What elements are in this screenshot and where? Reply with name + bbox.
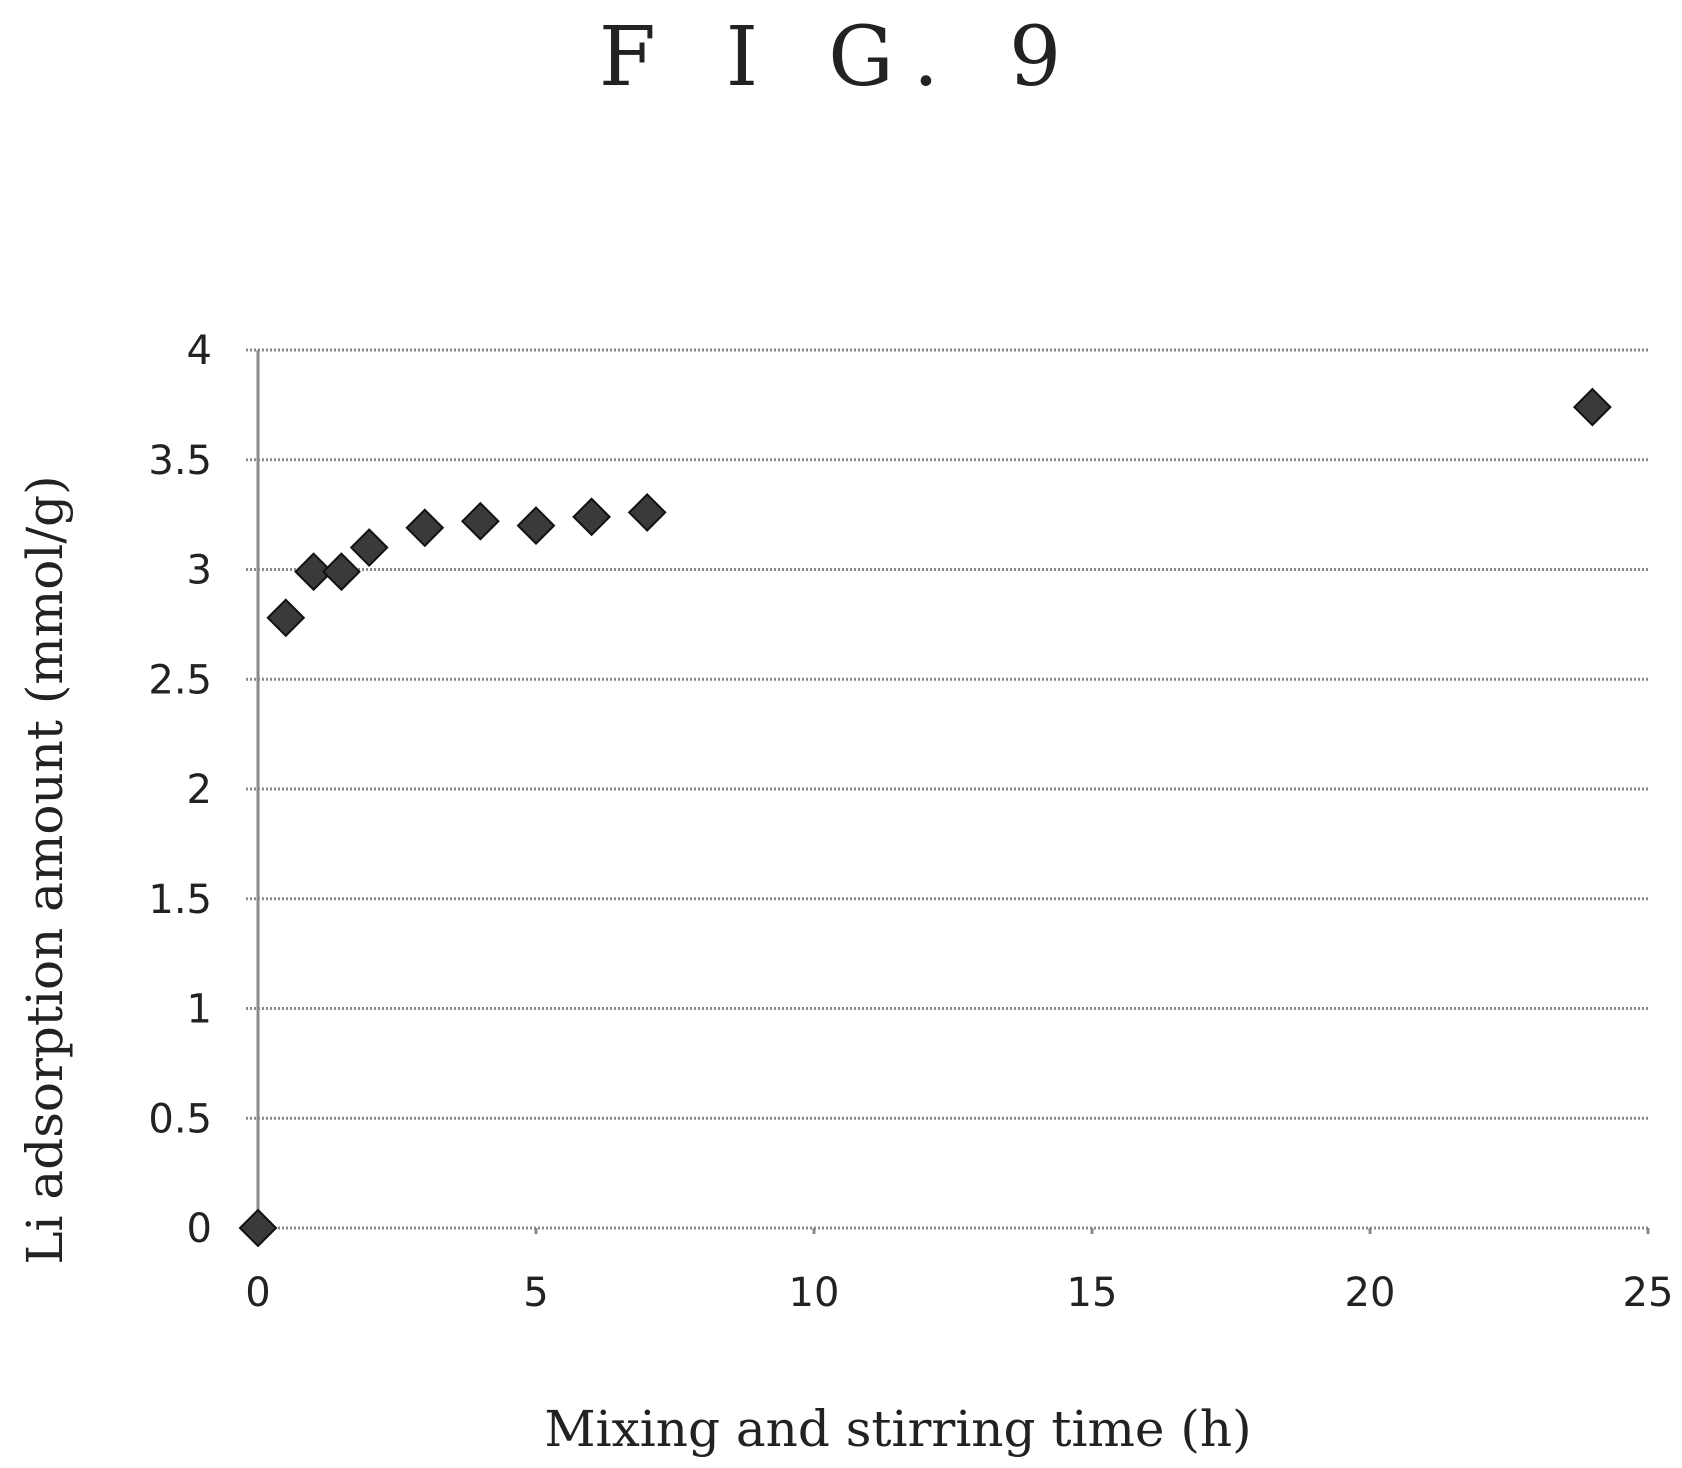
figure-label: F I G. 9 xyxy=(598,10,1084,105)
y-tick-label: 3.5 xyxy=(148,438,212,484)
axes xyxy=(256,350,1650,1234)
data-point xyxy=(294,552,334,592)
data-point xyxy=(349,528,389,567)
y-axis-title: Li adsorption amount (mmol/g) xyxy=(16,475,74,1264)
y-tick-label: 1.5 xyxy=(148,877,212,923)
x-tick-label: 20 xyxy=(1345,1270,1396,1316)
data-point xyxy=(266,598,306,638)
gridlines xyxy=(246,348,1648,1230)
x-tick-labels: 0 5 10 15 20 25 xyxy=(245,1270,1673,1316)
y-tick-label: 0 xyxy=(187,1206,212,1252)
y-tick-label: 2.5 xyxy=(148,657,212,703)
data-point xyxy=(321,552,361,592)
y-tick-label: 3 xyxy=(187,548,212,594)
data-point xyxy=(516,506,556,546)
x-tick-label: 25 xyxy=(1623,1270,1674,1316)
data-point xyxy=(1572,387,1612,427)
y-tick-label: 1 xyxy=(187,987,212,1033)
data-point xyxy=(627,493,667,532)
x-tick-label: 5 xyxy=(523,1270,548,1316)
y-tick-label: 4 xyxy=(187,328,212,374)
y-tick-label: 2 xyxy=(187,767,212,813)
y-tick-label: 0.5 xyxy=(148,1096,212,1142)
data-points xyxy=(238,387,1612,1248)
x-tick-label: 10 xyxy=(789,1270,840,1316)
data-point xyxy=(405,508,445,548)
data-point xyxy=(238,1208,278,1248)
y-tick-labels: 0 0.5 1 1.5 2 2.5 3 3.5 4 xyxy=(148,328,212,1252)
x-axis-title: Mixing and stirring time (h) xyxy=(544,1400,1251,1458)
x-tick-label: 0 xyxy=(245,1270,270,1316)
data-point xyxy=(572,497,612,537)
x-tick-label: 15 xyxy=(1067,1270,1118,1316)
data-point xyxy=(460,501,500,541)
